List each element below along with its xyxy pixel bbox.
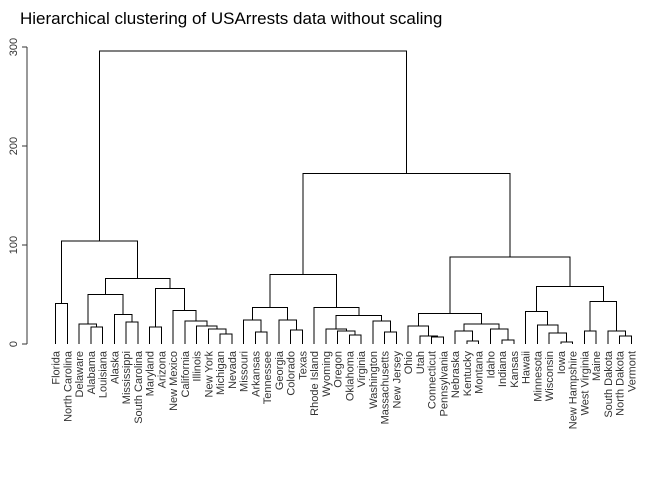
dendrogram-branch xyxy=(348,334,362,344)
leaf-labels: Florida North Carolina Delaware Alabama Loui… xyxy=(51,350,639,429)
leaf-label: Missouri xyxy=(239,351,251,392)
leaf-label: South Dakota xyxy=(603,350,615,418)
dendrogram-branch xyxy=(431,336,444,344)
dendrogram-branch xyxy=(536,324,559,344)
leaf-label: Nebraska xyxy=(450,350,462,398)
leaf-label: Kentucky xyxy=(462,351,474,397)
dendrogram-branch xyxy=(407,325,430,344)
leaf-label: Oklahoma xyxy=(344,350,356,401)
dendrogram-branch xyxy=(55,302,68,344)
leaf-label: Arizona xyxy=(156,350,168,388)
dendrogram-branch xyxy=(207,328,227,344)
leaf-label: Pennsylvania xyxy=(438,350,450,416)
leaf-label: Kansas xyxy=(509,351,521,388)
dendrogram-branch xyxy=(454,330,474,344)
dendrogram-branch xyxy=(302,173,511,275)
leaf-label: Texas xyxy=(297,351,309,380)
dendrogram-branch xyxy=(337,330,356,344)
leaf-label: Hawaii xyxy=(521,351,533,384)
dendrogram-branch xyxy=(290,329,303,344)
leaf-label: Massachusetts xyxy=(380,351,392,425)
dendrogram-branch xyxy=(449,256,571,314)
leaf-label: New Jersey xyxy=(391,351,403,409)
leaf-label: Iowa xyxy=(556,350,568,374)
dendrogram-branch xyxy=(466,340,479,344)
leaf-label: Montana xyxy=(474,350,486,394)
dendrogram-branch xyxy=(335,314,383,330)
leaf-label: California xyxy=(180,350,192,397)
leaf-label: Minnesota xyxy=(532,350,544,402)
leaf-label: Nevada xyxy=(227,350,239,389)
dendrogram-branch xyxy=(149,326,162,344)
dendrogram-branch xyxy=(489,328,509,344)
dendrogram-branch xyxy=(90,326,103,344)
leaf-label: New Mexico xyxy=(168,351,180,411)
leaf-label: Connecticut xyxy=(427,351,439,409)
leaf-label: Mississippi xyxy=(121,351,133,404)
leaf-label: Virginia xyxy=(356,350,368,387)
dendrogram-branch xyxy=(99,50,408,242)
dendrogram-branch xyxy=(589,300,618,332)
dendrogram-branch xyxy=(536,286,604,312)
leaf-label: Indiana xyxy=(497,350,509,387)
dendrogram-branch xyxy=(525,310,549,344)
leaf-label: Maine xyxy=(591,351,603,381)
dendrogram-branch xyxy=(269,274,337,308)
dendrogram-branch xyxy=(125,321,139,344)
y-tick-label: 300 xyxy=(8,38,20,56)
leaf-label: Arkansas xyxy=(250,351,262,397)
leaf-label: Maryland xyxy=(145,351,157,396)
dendrogram-branch xyxy=(254,331,268,344)
leaf-label: Colorado xyxy=(286,351,298,396)
y-tick-label: 0 xyxy=(8,341,20,347)
dendrogram-branch xyxy=(607,330,626,344)
chart-title: Hierarchical clustering of USArrests dat… xyxy=(20,9,442,28)
dendrogram-branch xyxy=(87,294,124,325)
leaf-label: Alaska xyxy=(109,350,121,384)
leaf-label: Illinois xyxy=(192,351,204,382)
dendrogram-branch xyxy=(154,288,185,328)
leaf-label: Michigan xyxy=(215,351,227,395)
leaf-label: Oregon xyxy=(333,351,345,388)
leaf-label: Idaho xyxy=(485,351,497,379)
leaf-label: Tennessee xyxy=(262,351,274,404)
leaf-label: North Carolina xyxy=(62,350,74,422)
dendrogram-branch xyxy=(560,341,573,344)
leaf-label: Alabama xyxy=(86,350,98,394)
leaf-label: New Hampshire xyxy=(568,351,580,429)
dendrogram-branch xyxy=(219,333,233,344)
leaf-label: New York xyxy=(203,351,215,398)
dendrogram-branch xyxy=(619,335,632,344)
leaf-label: Wyoming xyxy=(321,351,333,397)
dendrogram-branches xyxy=(55,50,632,344)
dendrogram-branch xyxy=(463,323,500,332)
y-axis: 0 100 200 300 xyxy=(8,38,28,347)
dendrogram-branch xyxy=(583,330,597,344)
leaf-label: Delaware xyxy=(74,351,86,397)
y-tick-label: 200 xyxy=(8,137,20,155)
y-tick-label: 100 xyxy=(8,236,20,254)
leaf-label: North Dakota xyxy=(615,350,627,416)
dendrogram-branch xyxy=(184,320,208,344)
leaf-label: Washington xyxy=(368,351,380,409)
dendrogram-branch xyxy=(278,319,297,344)
dendrogram-branch xyxy=(384,331,397,344)
dendrogram-branch xyxy=(104,278,171,295)
leaf-label: West Virginia xyxy=(579,350,591,415)
leaf-label: Ohio xyxy=(403,351,415,374)
dendrogram-branch xyxy=(251,306,289,321)
leaf-label: Georgia xyxy=(274,350,286,390)
dendrogram-branch xyxy=(113,313,133,344)
leaf-label: Louisiana xyxy=(98,350,110,398)
leaf-label: Utah xyxy=(415,351,427,374)
leaf-label: Vermont xyxy=(626,351,638,392)
leaf-label: Rhode Island xyxy=(309,351,321,416)
leaf-label: South Carolina xyxy=(133,350,145,424)
leaf-label: Wisconsin xyxy=(544,351,556,401)
dendrogram-branch xyxy=(501,339,515,344)
leaf-label: Florida xyxy=(51,350,63,385)
